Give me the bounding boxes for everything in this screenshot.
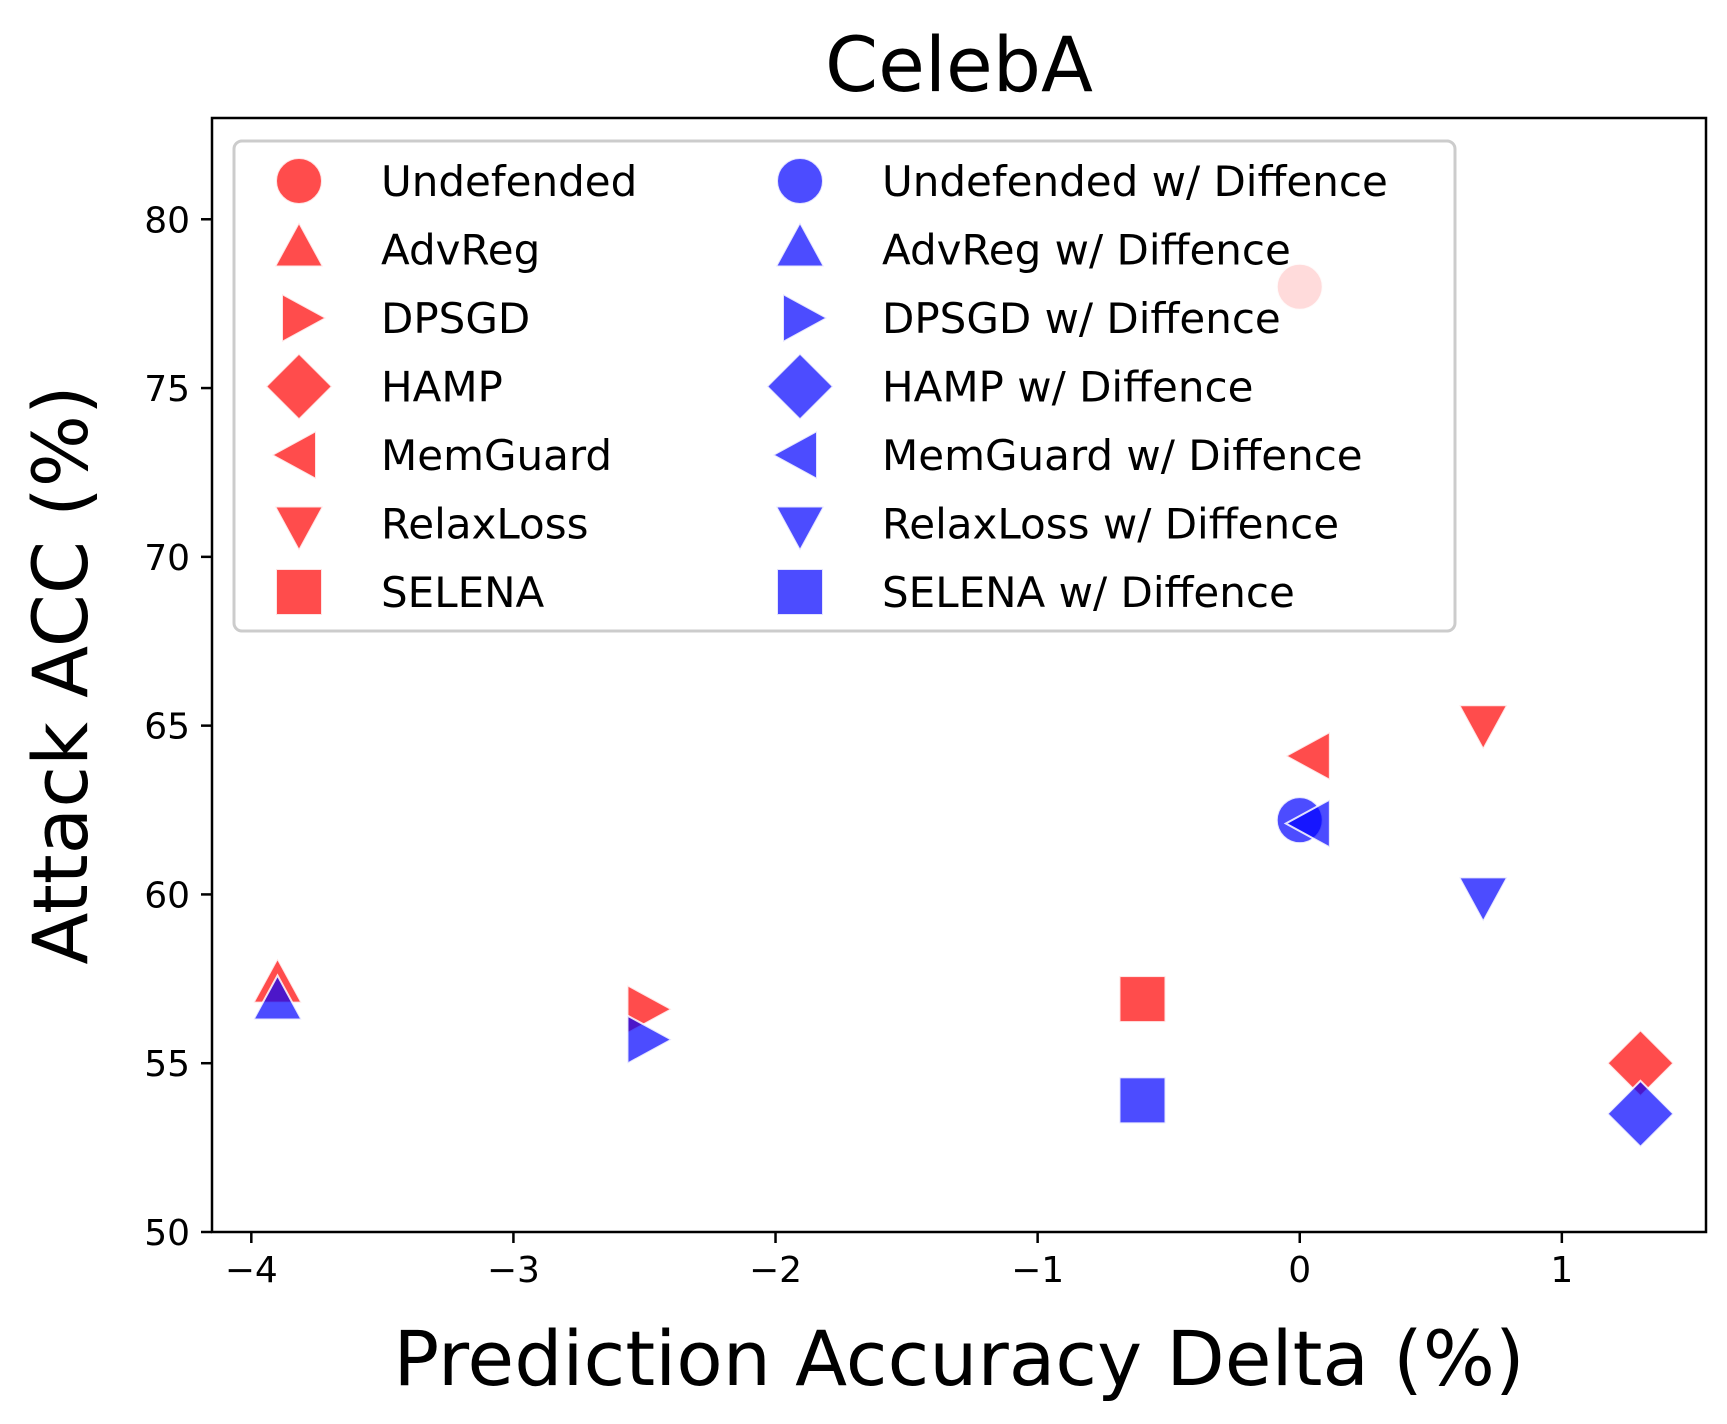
x-tick-label: −2 (749, 1250, 802, 1291)
point-relaxloss-w-diffence (1457, 876, 1509, 924)
legend-advreg-marker (273, 220, 325, 268)
legend-hamp-marker (264, 352, 334, 421)
x-tick-label: 0 (1288, 1250, 1311, 1291)
plot-area-frame (210, 116, 1708, 1234)
point-memguard-w-diffence (1283, 797, 1331, 850)
legend-memguard-label: MemGuard (381, 431, 612, 480)
legend-advreg-w-diffence-marker (774, 220, 826, 268)
x-tick-label: −4 (225, 1250, 278, 1291)
x-axis: −4 −3 −2 −1 0 1 (225, 1232, 1573, 1291)
legend-relaxloss-w-diffence-marker (774, 505, 826, 553)
y-tick-label: 80 (144, 200, 190, 241)
legend-dpsgd-label: DPSGD (381, 294, 530, 343)
chart-title: CelebA (825, 20, 1093, 109)
y-tick-label: 70 (144, 538, 190, 579)
legend-memguard-w-diffence-label: MemGuard w/ Diffence (882, 431, 1363, 480)
legend-selena-w-diffence-marker (776, 568, 824, 616)
legend-advreg-w-diffence-label: AdvReg w/ Diffence (882, 226, 1291, 275)
point-selena (1118, 975, 1167, 1024)
legend-undefended-marker (275, 157, 323, 205)
point-relaxloss (1457, 704, 1509, 752)
y-tick-label: 50 (144, 1213, 190, 1254)
legend-hamp-w-diffence-label: HAMP w/ Diffence (882, 363, 1253, 412)
y-axis: 50 55 60 65 70 75 80 (144, 200, 212, 1254)
point-hamp-w-diffence (1606, 1079, 1675, 1149)
y-tick-label: 75 (144, 369, 190, 410)
x-tick-label: −3 (487, 1250, 540, 1291)
y-axis-title: Attack ACC (%) (16, 385, 105, 964)
legend-advreg-label: AdvReg (381, 226, 540, 275)
legend-hamp-w-diffence-marker (765, 352, 835, 421)
point-selena-w-diffence (1118, 1076, 1167, 1125)
legend-memguard-marker (269, 429, 317, 481)
point-memguard (1283, 730, 1331, 782)
legend-undefended-label: Undefended (381, 157, 637, 206)
y-tick-label: 55 (144, 1044, 190, 1085)
legend-selena-marker (275, 568, 323, 616)
point-advreg-w-diffence (251, 973, 304, 1021)
legend-selena-w-diffence-label: SELENA w/ Diffence (882, 568, 1295, 617)
legend-relaxloss-label: RelaxLoss (381, 500, 589, 549)
legend-memguard-w-diffence-marker (770, 429, 818, 481)
legend: Undefended AdvReg DPSGD HAMP MemGuard RelaxLo… (232, 139, 1457, 633)
legend-dpsgd-w-diffence-marker (782, 292, 830, 344)
legend-frame (232, 139, 1457, 633)
y-tick-label: 60 (144, 875, 190, 916)
y-tick-label: 65 (144, 707, 190, 748)
legend-relaxloss-marker (273, 505, 325, 553)
legend-dpsgd-marker (281, 292, 329, 344)
x-tick-label: −1 (1011, 1250, 1064, 1291)
legend-undefended-w-diffence-marker (776, 157, 824, 205)
x-axis-title: Prediction Accuracy Delta (%) (393, 1314, 1524, 1403)
data-points (251, 262, 1675, 1149)
x-tick-label: 1 (1550, 1250, 1573, 1291)
legend-undefended-w-diffence-label: Undefended w/ Diffence (882, 157, 1388, 206)
legend-dpsgd-w-diffence-label: DPSGD w/ Diffence (882, 294, 1281, 343)
legend-hamp-label: HAMP (381, 363, 503, 412)
legend-relaxloss-w-diffence-label: RelaxLoss w/ Diffence (882, 500, 1339, 549)
point-dpsgd-w-diffence (626, 1013, 674, 1066)
legend-selena-label: SELENA (381, 568, 545, 617)
